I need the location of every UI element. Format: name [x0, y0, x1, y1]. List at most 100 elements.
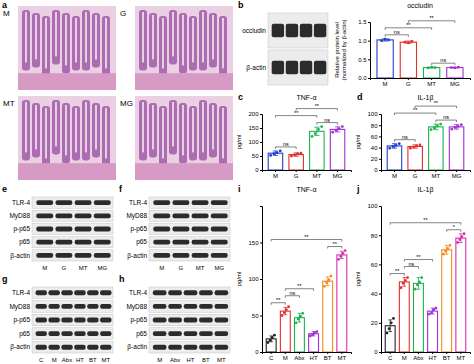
bar: [442, 250, 452, 352]
tick-mark: [431, 78, 432, 80]
band: [61, 290, 72, 295]
tick-mark: [260, 114, 262, 115]
bar: [413, 283, 423, 352]
band: [36, 240, 53, 245]
bar: [377, 40, 393, 78]
band: [75, 213, 92, 218]
band: [168, 331, 182, 336]
bar: [400, 42, 416, 78]
band: [87, 345, 98, 350]
band: [36, 318, 47, 323]
row-label: β-actin: [246, 64, 266, 72]
band: [286, 24, 298, 37]
significance-bracket: [296, 109, 337, 111]
figure: aMGMTMGboccludinβ-actineTLR-4MyD88p-p65p…: [0, 0, 474, 364]
data-point: [407, 42, 410, 45]
tick-label: 40: [371, 145, 378, 151]
row-label: TLR-4: [129, 289, 147, 296]
significance-bracket: [385, 28, 432, 30]
error-cap: [388, 319, 392, 320]
significance-label: **: [395, 268, 400, 274]
tick-label: 0.5: [358, 57, 367, 63]
data-point: [404, 279, 407, 282]
crypt-lumen: [75, 108, 77, 152]
band: [184, 345, 198, 350]
chart-title: IL-1β: [417, 94, 433, 102]
tick-mark: [379, 264, 381, 265]
error-line: [299, 313, 300, 322]
annotations: nsns****: [394, 100, 456, 141]
lane-label: C: [39, 357, 44, 363]
axis-line: [260, 115, 263, 171]
band: [75, 253, 92, 258]
band: [48, 290, 59, 295]
chart-title: TNF-α: [297, 186, 317, 193]
tick-label: MG: [450, 81, 460, 87]
band: [314, 61, 326, 74]
tick-mark: [260, 243, 262, 244]
band: [168, 290, 182, 295]
significance-label: ns: [408, 261, 414, 267]
error-cap: [340, 258, 344, 259]
crypt-lumen: [192, 108, 194, 152]
row-label: β-actin: [127, 252, 147, 260]
crypt-lumen: [192, 18, 194, 62]
data-point: [387, 39, 390, 42]
band: [272, 61, 284, 74]
y-tick: 1.5: [358, 19, 370, 25]
crypt-lumen: [65, 15, 67, 65]
tick-mark: [432, 352, 433, 354]
error-bar: [335, 127, 340, 132]
tick-mark: [341, 352, 342, 354]
band: [199, 331, 213, 336]
error-line: [337, 127, 338, 132]
blot-strip: [32, 287, 113, 299]
crypt-lumen: [162, 108, 164, 158]
bar: [330, 129, 344, 170]
x-tick: G: [413, 170, 418, 179]
annotations: **ns******: [271, 234, 342, 305]
x-tick: MG: [452, 170, 462, 179]
band: [36, 227, 53, 232]
chart: jIL-1βpg/ml020406080100CMAbxHTBTMT**ns**…: [355, 184, 471, 361]
crypt: [149, 103, 157, 157]
data-point: [342, 252, 345, 255]
tick-mark: [260, 156, 262, 157]
tick-label: M: [402, 355, 407, 361]
crypt: [92, 13, 100, 67]
data-point: [388, 147, 391, 150]
tick-label: HT: [429, 355, 437, 361]
y-tick: 20: [371, 320, 381, 326]
y-tick: 0: [374, 167, 381, 173]
tick-mark: [415, 170, 416, 172]
y-tick: 0: [255, 349, 262, 355]
annotations: **ns*****: [390, 217, 461, 276]
tick-label: HT: [310, 355, 318, 361]
band: [100, 318, 111, 323]
data-point: [411, 40, 414, 43]
error-bar: [269, 336, 273, 342]
band: [184, 290, 198, 295]
band: [192, 200, 209, 205]
x-axis: MGMTMG: [382, 170, 471, 179]
y-tick: 100: [248, 139, 262, 145]
error-cap: [403, 286, 407, 287]
significance-bracket: [385, 35, 408, 37]
tick-mark: [379, 206, 381, 207]
band: [55, 253, 72, 258]
band: [61, 318, 72, 323]
tick-label: BT: [324, 355, 332, 361]
row-label: β-actin: [10, 343, 30, 351]
tick-mark: [385, 78, 386, 80]
significance-label: **: [413, 107, 418, 113]
y-tick: 150: [248, 240, 262, 246]
x-tick: MG: [333, 170, 343, 179]
lane-label: G: [179, 265, 184, 271]
significance-label: **: [406, 22, 411, 28]
band: [211, 240, 228, 245]
band: [215, 345, 229, 350]
tick-mark: [446, 352, 447, 354]
crypt-lumen: [105, 18, 107, 68]
crypt: [139, 100, 147, 160]
histology-panel: aMGMTMG: [2, 0, 233, 180]
